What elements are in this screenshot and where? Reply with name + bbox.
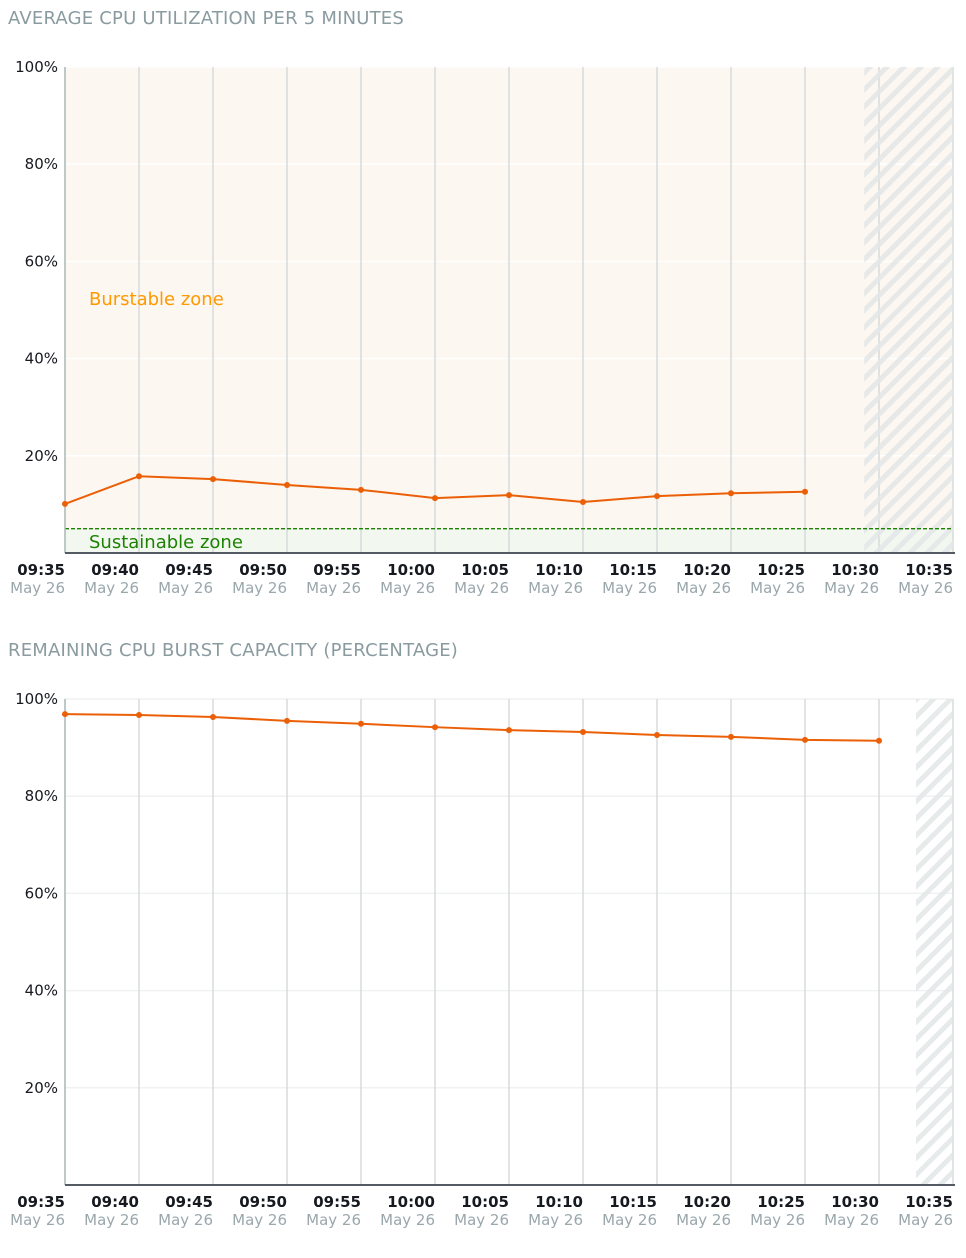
data-point[interactable]: [728, 733, 734, 740]
x-tick-date: May 26: [158, 1211, 213, 1229]
x-tick-time: 09:35: [17, 1193, 65, 1211]
data-point[interactable]: [876, 737, 882, 744]
x-tick-time: 10:20: [683, 561, 731, 579]
x-tick-date: May 26: [898, 1211, 953, 1229]
y-tick-label: 100%: [15, 58, 58, 76]
x-tick-time: 10:05: [461, 561, 509, 579]
x-tick-date: May 26: [454, 1211, 509, 1229]
x-tick-date: May 26: [380, 579, 435, 597]
data-point[interactable]: [506, 727, 512, 734]
x-tick-time: 10:25: [757, 561, 805, 579]
x-tick-time: 09:40: [91, 1193, 139, 1211]
y-tick-label: 20%: [25, 447, 58, 465]
x-tick-date: May 26: [602, 1211, 657, 1229]
y-tick-label: 40%: [25, 350, 58, 368]
x-tick-time: 09:35: [17, 561, 65, 579]
x-tick-date: May 26: [750, 1211, 805, 1229]
x-tick-time: 09:45: [165, 1193, 213, 1211]
x-tick-time: 09:55: [313, 1193, 361, 1211]
cpu-utilization-title: AVERAGE CPU UTILIZATION PER 5 MINUTES: [8, 8, 405, 29]
data-point[interactable]: [136, 712, 142, 719]
x-tick-date: May 26: [528, 579, 583, 597]
x-tick-time: 10:10: [535, 561, 583, 579]
x-tick-date: May 26: [10, 1211, 65, 1229]
no-data-region: [864, 67, 953, 553]
x-tick-time: 10:25: [757, 1193, 805, 1211]
data-point[interactable]: [358, 486, 364, 493]
data-point[interactable]: [358, 720, 364, 727]
x-tick-date: May 26: [380, 1211, 435, 1229]
x-tick-time: 10:30: [831, 561, 879, 579]
data-point[interactable]: [136, 473, 142, 480]
data-point[interactable]: [284, 481, 290, 488]
x-tick-time: 10:35: [905, 561, 953, 579]
data-point[interactable]: [506, 492, 512, 499]
x-tick-time: 10:05: [461, 1193, 509, 1211]
no-data-region: [916, 699, 953, 1185]
x-tick-time: 10:15: [609, 561, 657, 579]
x-tick-time: 10:35: [905, 1193, 953, 1211]
x-tick-time: 10:10: [535, 1193, 583, 1211]
data-point[interactable]: [580, 729, 586, 736]
x-tick-time: 10:30: [831, 1193, 879, 1211]
x-tick-date: May 26: [750, 579, 805, 597]
x-tick-date: May 26: [602, 579, 657, 597]
x-tick-date: May 26: [158, 579, 213, 597]
x-tick-date: May 26: [676, 1211, 731, 1229]
y-tick-label: 80%: [25, 787, 58, 805]
x-tick-date: May 26: [306, 1211, 361, 1229]
y-tick-label: 80%: [25, 155, 58, 173]
x-tick-time: 10:00: [387, 1193, 435, 1211]
x-tick-date: May 26: [306, 579, 361, 597]
series-line: [64, 713, 880, 742]
data-point[interactable]: [802, 736, 808, 743]
sustainable-zone-label: Sustainable zone: [89, 532, 243, 553]
x-tick-time: 09:50: [239, 561, 287, 579]
x-tick-date: May 26: [454, 579, 509, 597]
data-point[interactable]: [284, 717, 290, 724]
x-tick-time: 10:20: [683, 1193, 731, 1211]
data-point[interactable]: [654, 493, 660, 500]
y-tick-label: 60%: [25, 252, 58, 270]
data-point[interactable]: [728, 490, 734, 497]
x-tick-date: May 26: [898, 579, 953, 597]
data-point[interactable]: [654, 731, 660, 738]
y-tick-label: 100%: [15, 690, 58, 708]
data-point[interactable]: [62, 711, 68, 718]
data-point[interactable]: [580, 498, 586, 505]
y-tick-label: 20%: [25, 1079, 58, 1097]
x-tick-time: 09:55: [313, 561, 361, 579]
x-tick-date: May 26: [232, 1211, 287, 1229]
burstable-zone-label: Burstable zone: [89, 289, 224, 310]
x-tick-date: May 26: [824, 1211, 879, 1229]
x-tick-time: 10:00: [387, 561, 435, 579]
x-tick-date: May 26: [10, 579, 65, 597]
x-tick-time: 09:50: [239, 1193, 287, 1211]
burst-capacity-title: REMAINING CPU BURST CAPACITY (PERCENTAGE…: [8, 640, 459, 661]
x-tick-time: 10:15: [609, 1193, 657, 1211]
x-tick-date: May 26: [528, 1211, 583, 1229]
y-tick-label: 60%: [25, 884, 58, 902]
data-point[interactable]: [802, 488, 808, 495]
x-tick-time: 09:45: [165, 561, 213, 579]
x-tick-date: May 26: [676, 579, 731, 597]
data-point[interactable]: [62, 500, 68, 507]
x-tick-date: May 26: [84, 1211, 139, 1229]
x-tick-date: May 26: [824, 579, 879, 597]
data-point[interactable]: [432, 724, 438, 731]
x-tick-time: 09:40: [91, 561, 139, 579]
data-point[interactable]: [210, 476, 216, 483]
x-tick-date: May 26: [84, 579, 139, 597]
data-point[interactable]: [210, 713, 216, 720]
data-point[interactable]: [432, 495, 438, 502]
x-tick-date: May 26: [232, 579, 287, 597]
y-tick-label: 40%: [25, 982, 58, 1000]
